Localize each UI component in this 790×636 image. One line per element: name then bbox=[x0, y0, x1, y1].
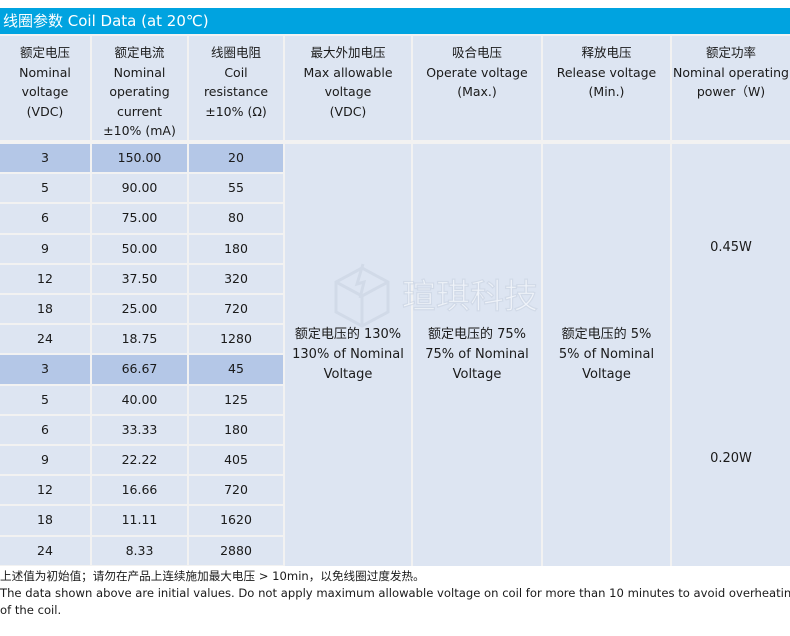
cell-resistance: 55 bbox=[189, 174, 283, 203]
header-line: Nominal bbox=[19, 64, 71, 80]
cell-voltage: 18 bbox=[0, 295, 90, 324]
cell-voltage: 3 bbox=[0, 144, 90, 173]
cell-current: 37.50 bbox=[92, 264, 187, 293]
header-line: Coil bbox=[224, 64, 248, 80]
header-line: (VDC) bbox=[329, 103, 367, 119]
operate-voltage-value: 额定电压的 75% 75% of Nominal Voltage bbox=[413, 144, 541, 566]
header-line: power（W) bbox=[696, 84, 766, 99]
table-title: 线圈参数 Coil Data (at 20℃) bbox=[0, 8, 790, 34]
cell-resistance: 80 bbox=[189, 204, 283, 233]
cell-current: 150.00 bbox=[92, 144, 187, 173]
header-nominal-power: 额定功率 Nominal operating power（W) bbox=[672, 36, 790, 140]
cell-resistance: 180 bbox=[189, 234, 283, 263]
header-line: ±10% (mA) bbox=[103, 123, 176, 138]
header-line: Nominal bbox=[113, 64, 166, 80]
cell-resistance: 720 bbox=[189, 295, 283, 324]
header-line: voltage bbox=[324, 84, 372, 99]
operate-voltage-en-2: Voltage bbox=[452, 367, 502, 382]
cell-current: 25.00 bbox=[92, 295, 187, 324]
header-release-voltage: 释放电压 Release voltage (Min.) bbox=[543, 36, 670, 140]
cell-voltage: 6 bbox=[0, 415, 90, 444]
cell-resistance: 20 bbox=[189, 144, 283, 173]
cell-resistance: 405 bbox=[189, 446, 283, 475]
cell-current: 75.00 bbox=[92, 204, 187, 233]
release-voltage-en: 5% of Nominal bbox=[558, 347, 655, 362]
cell-voltage: 24 bbox=[0, 536, 90, 565]
cell-voltage: 3 bbox=[0, 355, 90, 384]
cell-resistance: 2880 bbox=[189, 536, 283, 565]
header-line: resistance bbox=[203, 84, 269, 99]
header-line: 额定功率 bbox=[705, 45, 756, 60]
header-line: 额定电压 bbox=[19, 45, 70, 60]
cell-resistance: 1620 bbox=[189, 506, 283, 535]
cell-voltage: 5 bbox=[0, 385, 90, 414]
cell-current: 40.00 bbox=[92, 385, 187, 414]
header-line: voltage bbox=[21, 84, 69, 99]
cell-current: 16.66 bbox=[92, 476, 187, 505]
cell-resistance: 720 bbox=[189, 476, 283, 505]
header-line: ±10% (Ω) bbox=[205, 103, 267, 119]
cell-voltage: 5 bbox=[0, 174, 90, 203]
footnote: 上述值为初始值；请勿在产品上连续施加最大电压 > 10min，以免线圈过度发热。… bbox=[0, 568, 790, 619]
release-voltage-cn: 额定电压的 5% bbox=[561, 327, 652, 342]
cell-current: 11.11 bbox=[92, 506, 187, 535]
header-line: 释放电压 bbox=[581, 45, 632, 60]
header-line: (VDC) bbox=[26, 103, 64, 119]
max-voltage-cn: 额定电压的 130% bbox=[294, 327, 402, 342]
cell-voltage: 6 bbox=[0, 204, 90, 233]
power-value-group-1: 0.45W bbox=[710, 239, 752, 255]
header-coil-resistance: 线圈电阻 Coil resistance ±10% (Ω) bbox=[189, 36, 283, 140]
cell-resistance: 45 bbox=[189, 355, 283, 384]
cell-resistance: 320 bbox=[189, 264, 283, 293]
power-value-group-2: 0.20W bbox=[710, 451, 752, 467]
footnote-cn: 上述值为初始值；请勿在产品上连续施加最大电压 > 10min，以免线圈过度发热。 bbox=[0, 569, 425, 583]
max-voltage-en-2: Voltage bbox=[323, 367, 373, 382]
cell-current: 22.22 bbox=[92, 446, 187, 475]
cell-voltage: 18 bbox=[0, 506, 90, 535]
header-line: 最大外加电压 bbox=[310, 45, 386, 60]
header-nominal-voltage: 额定电压 Nominal voltage (VDC) bbox=[0, 36, 90, 140]
header-line: (Min.) bbox=[588, 84, 625, 99]
cell-current: 18.75 bbox=[92, 325, 187, 354]
cell-voltage: 24 bbox=[0, 325, 90, 354]
nominal-power-column bbox=[672, 144, 790, 566]
header-line: 额定电流 bbox=[114, 45, 165, 60]
header-max-allowable-voltage: 最大外加电压 Max allowable voltage (VDC) bbox=[285, 36, 411, 140]
cell-voltage: 12 bbox=[0, 476, 90, 505]
header-line: Max allowable bbox=[303, 64, 393, 80]
header-line: 线圈电阻 bbox=[210, 45, 261, 60]
header-line: Release voltage bbox=[556, 64, 657, 80]
max-allowable-voltage-value: 额定电压的 130% 130% of Nominal Voltage bbox=[285, 144, 411, 566]
cell-current: 8.33 bbox=[92, 536, 187, 565]
header-line: Nominal operating bbox=[673, 64, 789, 80]
cell-voltage: 12 bbox=[0, 264, 90, 293]
release-voltage-en-2: Voltage bbox=[582, 367, 631, 382]
cell-current: 66.67 bbox=[92, 355, 187, 384]
cell-current: 33.33 bbox=[92, 415, 187, 444]
header-line: (Max.) bbox=[457, 84, 497, 99]
header-operate-voltage: 吸合电压 Operate voltage (Max.) bbox=[413, 36, 541, 140]
cell-resistance: 125 bbox=[189, 385, 283, 414]
header-nominal-current: 额定电流 Nominal operating current ±10% (mA) bbox=[92, 36, 187, 140]
header-line: 吸合电压 bbox=[451, 45, 502, 60]
cell-resistance: 1280 bbox=[189, 325, 283, 354]
operate-voltage-cn: 额定电压的 75% bbox=[427, 327, 527, 342]
header-line: Operate voltage bbox=[426, 64, 528, 80]
cell-current: 90.00 bbox=[92, 174, 187, 203]
header-line: current bbox=[116, 103, 163, 119]
max-voltage-en: 130% of Nominal bbox=[292, 347, 404, 362]
cell-voltage: 9 bbox=[0, 446, 90, 475]
footnote-en-2: of the coil. bbox=[0, 603, 62, 617]
cell-voltage: 9 bbox=[0, 234, 90, 263]
cell-current: 50.00 bbox=[92, 234, 187, 263]
operate-voltage-en: 75% of Nominal bbox=[425, 347, 529, 362]
cell-resistance: 180 bbox=[189, 415, 283, 444]
footnote-en-1: The data shown above are initial values.… bbox=[0, 586, 790, 600]
header-line: operating bbox=[109, 84, 170, 99]
release-voltage-value: 额定电压的 5% 5% of Nominal Voltage bbox=[543, 144, 670, 566]
